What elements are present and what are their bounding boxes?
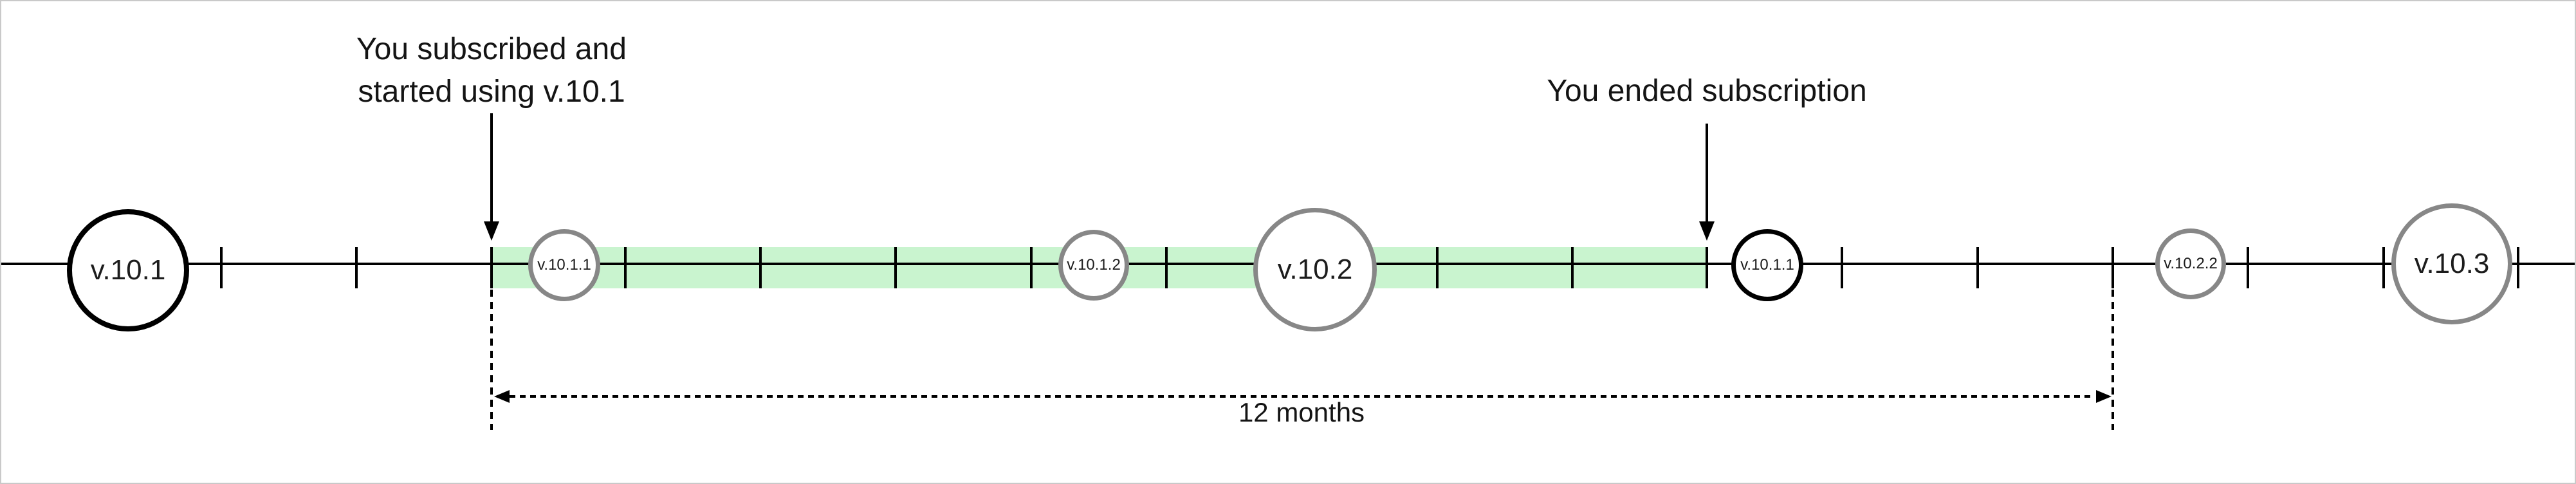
month-tick: [1841, 247, 1843, 288]
release-circle-v.10.2: v.10.2: [1253, 208, 1377, 331]
release-label: v.10.1.1: [537, 256, 591, 274]
month-tick: [759, 247, 762, 288]
release-label: v.10.2: [1277, 254, 1353, 285]
release-label: v.10.1.2: [1067, 256, 1121, 274]
release-circle-v.10.3: v.10.3: [2391, 203, 2512, 324]
subscription-end-arrow-icon: [1699, 124, 1715, 241]
month-tick: [1165, 247, 1168, 288]
month-tick: [1976, 247, 1979, 288]
subscription-start-arrow-icon: [484, 113, 499, 241]
release-circle-v.10.1.2: v.10.1.2: [1058, 230, 1129, 301]
release-circle-v.10.2.2: v.10.2.2: [2155, 228, 2226, 299]
month-tick: [2382, 247, 2385, 288]
duration-label: 12 months: [1238, 397, 1365, 427]
subscription-start-line2: started using v.10.1: [358, 75, 625, 109]
release-circle-v.10.1.1: v.10.1.1: [528, 229, 600, 301]
duration-span-line: [510, 395, 2095, 398]
release-label: v.10.2.2: [2164, 255, 2218, 272]
subscription-end-annotation: You ended subscription: [1547, 74, 1867, 108]
month-tick: [355, 247, 358, 288]
arrowhead-down-icon: [484, 221, 499, 241]
month-tick: [1571, 247, 1574, 288]
subscription-start-annotation: You subscribed and started using v.10.1: [356, 28, 627, 113]
release-circle-v.10.1.1: v.10.1.1: [1731, 229, 1803, 301]
month-tick: [624, 247, 627, 288]
month-tick: [2247, 247, 2249, 288]
month-tick: [1030, 247, 1033, 288]
month-tick: [220, 247, 223, 288]
release-circle-v.10.1: v.10.1: [67, 209, 189, 331]
subscription-start-line1: You subscribed and: [356, 32, 627, 66]
release-label: v.10.1.1: [1740, 256, 1794, 274]
release-label: v.10.1: [90, 254, 166, 286]
month-tick: [2111, 247, 2114, 288]
month-tick: [1706, 247, 1708, 288]
duration-guide-start: [490, 290, 493, 430]
arrowhead-left-icon: [494, 390, 510, 403]
month-tick: [490, 247, 493, 288]
arrowhead-down-icon: [1699, 221, 1715, 241]
month-tick: [2517, 247, 2519, 288]
month-tick: [1436, 247, 1439, 288]
duration-guide-end: [2111, 290, 2114, 430]
month-tick: [894, 247, 897, 288]
arrowhead-right-icon: [2096, 390, 2111, 403]
release-label: v.10.3: [2414, 248, 2490, 279]
